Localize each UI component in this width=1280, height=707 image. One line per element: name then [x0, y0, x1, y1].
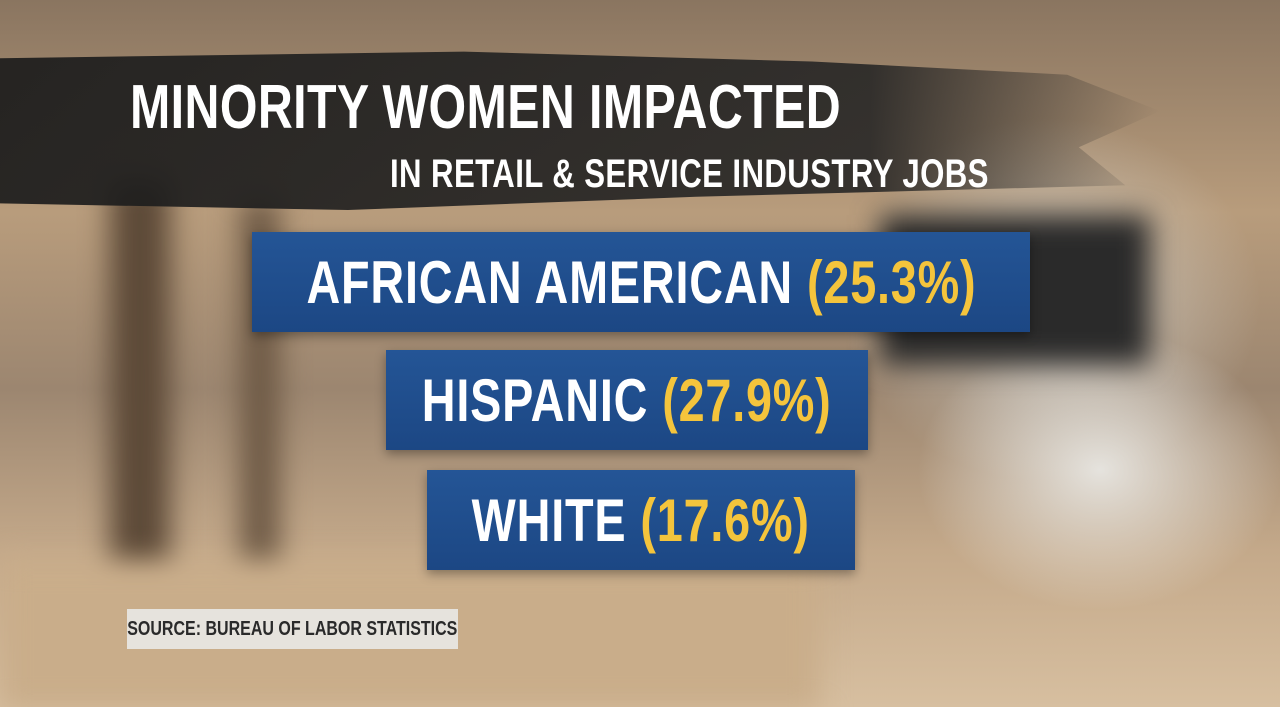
title: MINORITY WOMEN IMPACTED: [130, 73, 842, 142]
stat-box: HISPANIC (27.9%): [386, 350, 868, 450]
source: SOURCE: BUREAU OF LABOR STATISTICS: [127, 617, 458, 640]
stat-label: HISPANIC: [422, 366, 649, 434]
subtitle: IN RETAIL & SERVICE INDUSTRY JOBS: [390, 152, 989, 196]
stat-value: (27.9%): [662, 366, 832, 434]
background-shape: [110, 180, 170, 580]
stat-label: AFRICAN AMERICAN: [306, 248, 793, 316]
stat-box: WHITE (17.6%): [427, 470, 855, 570]
stat-label: WHITE: [471, 486, 627, 554]
stat-text: WHITE (17.6%): [472, 486, 810, 555]
stat-value: (17.6%): [640, 486, 811, 554]
stat-value: (25.3%): [806, 248, 976, 316]
stat-text: HISPANIC (27.9%): [422, 366, 832, 435]
stat-box: AFRICAN AMERICAN (25.3%): [252, 232, 1030, 332]
stat-text: AFRICAN AMERICAN (25.3%): [306, 248, 976, 317]
title-band: [0, 51, 1160, 210]
source-box: SOURCE: BUREAU OF LABOR STATISTICS: [127, 609, 458, 649]
